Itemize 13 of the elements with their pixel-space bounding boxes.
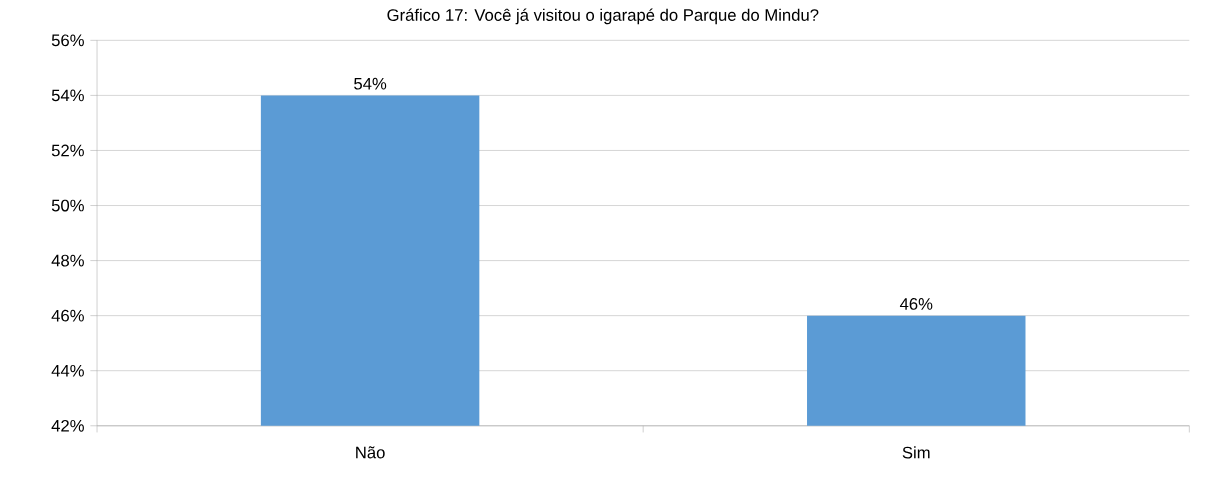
- y-tick-label: 52%: [51, 144, 84, 157]
- y-tick-label: 50%: [51, 199, 84, 212]
- y-tick-label: 42%: [51, 420, 84, 432]
- y-tick-label: 46%: [51, 309, 84, 322]
- x-tick-label: Não: [356, 446, 385, 459]
- data-label: 46%: [899, 298, 933, 310]
- data-label: 54%: [354, 77, 387, 90]
- chart-title: Gráfico 17: Você já visitou o igarapé do Parque do Mindu?: [387, 8, 819, 25]
- y-tick-label: 54%: [51, 89, 84, 102]
- x-tick-label: Sim: [902, 446, 930, 459]
- y-tick-label: 44%: [51, 364, 84, 377]
- y-tick-label: 56%: [51, 34, 84, 47]
- y-tick-label: 48%: [51, 254, 84, 267]
